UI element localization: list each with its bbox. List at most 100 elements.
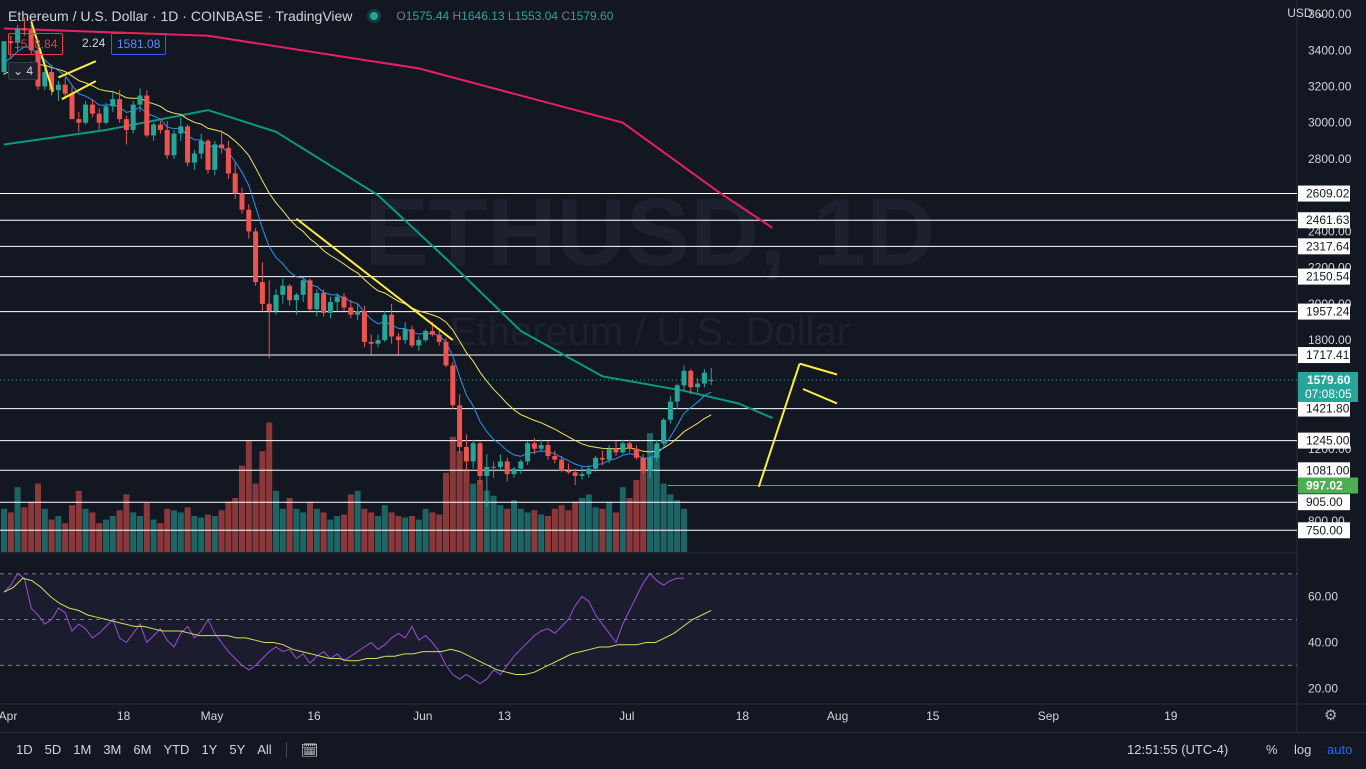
candle-body — [191, 153, 197, 163]
level-label-bg — [1298, 238, 1350, 255]
volume-bar — [218, 510, 225, 552]
level-label: 750.00 — [1306, 523, 1343, 537]
volume-bar — [157, 523, 164, 552]
volume-bar — [483, 490, 490, 552]
candle-body — [613, 448, 619, 453]
market-status-dot — [370, 12, 379, 20]
volume-bar — [341, 514, 347, 552]
volume-bar — [640, 458, 647, 552]
range-1m[interactable]: 1M — [73, 742, 92, 757]
volume-bar — [184, 507, 191, 552]
time-axis-label: Sep — [1038, 709, 1060, 723]
volume-bar — [89, 512, 96, 552]
descending-trendline — [295, 217, 454, 341]
candle-body — [144, 95, 150, 136]
candle-body — [253, 231, 259, 283]
level-label: 2150.54 — [1306, 270, 1350, 284]
candle-body — [484, 466, 490, 476]
range-selector: 1D 5D 1M 3M 6M YTD 1Y 5Y All 🗓 — [10, 742, 324, 759]
volume-bar — [497, 505, 504, 552]
level-label: 2609.02 — [1306, 187, 1350, 201]
volume-bar — [48, 519, 55, 552]
volume-bar — [443, 472, 449, 552]
log-scale-toggle[interactable]: log — [1294, 742, 1312, 757]
volume-bar — [436, 514, 443, 552]
volume-bar — [103, 519, 109, 552]
watermark-description: Ethereum / U.S. Dollar — [450, 310, 850, 354]
candle-body — [334, 296, 340, 303]
indicator-collapse-toggle[interactable]: ⌄ 4 — [8, 62, 39, 80]
auto-scale-toggle[interactable]: auto — [1327, 742, 1353, 757]
volume-bar — [177, 512, 184, 552]
candle-body — [314, 292, 320, 310]
close-value: 1579.60 — [570, 9, 614, 23]
candle-body — [293, 294, 299, 301]
symbol-title[interactable]: Ethereum / U.S. Dollar · 1D · COINBASE ·… — [8, 8, 353, 24]
candle-body — [416, 340, 422, 346]
candle-body — [708, 380, 714, 382]
candle-body — [423, 331, 429, 341]
range-all[interactable]: All — [257, 742, 272, 757]
volume-bar — [109, 516, 116, 552]
volume-bar — [327, 519, 334, 552]
rsi-ma-line — [3, 577, 712, 675]
bull-flag-upper-line — [799, 362, 838, 376]
rsi-tick-label: 40.00 — [1308, 635, 1338, 649]
volume-bar — [143, 503, 150, 552]
candle-body — [620, 443, 626, 453]
candle-body — [266, 303, 272, 312]
candle-body — [117, 99, 123, 120]
support-level-label: 997.02 — [1306, 479, 1343, 493]
candle-body — [477, 443, 483, 476]
range-5y[interactable]: 5Y — [229, 742, 246, 757]
level-label: 905.00 — [1306, 495, 1343, 509]
range-ytd[interactable]: YTD — [163, 742, 190, 757]
volume-bar — [334, 516, 341, 552]
volume-bar — [415, 519, 422, 552]
chart-canvas[interactable]: ETHUSD, 1D Ethereum / U.S. Dollar 3600.00 3… — [0, 0, 1366, 732]
volume-bar — [558, 505, 565, 552]
volume-bar — [14, 487, 21, 552]
buy-price-button[interactable]: 1581.08 — [111, 33, 167, 55]
candle-body — [348, 307, 354, 315]
calendar-goto-icon[interactable]: 🗓 — [300, 742, 319, 758]
volume-bar — [252, 483, 259, 552]
candle-body — [382, 314, 388, 341]
volume-bar — [409, 516, 415, 552]
volume-bar — [449, 436, 456, 552]
volume-bar — [572, 501, 579, 552]
sell-price-button[interactable]: 1578.84 — [8, 33, 64, 55]
settings-gear-icon[interactable]: ⚙ — [1324, 707, 1338, 724]
candle-body — [21, 28, 27, 31]
currency-selector[interactable]: USD ⌄ — [1287, 6, 1326, 20]
volume-bar — [225, 501, 232, 552]
range-1d[interactable]: 1D — [16, 742, 33, 757]
candle-body — [497, 461, 503, 467]
range-1y[interactable]: 1Y — [201, 742, 218, 757]
candle-body — [667, 401, 673, 420]
candle-body — [565, 470, 571, 473]
range-5d[interactable]: 5D — [44, 742, 62, 757]
candle-body — [389, 314, 395, 337]
candle-body — [89, 104, 95, 114]
candle-body — [55, 84, 61, 91]
volume-bar — [613, 512, 619, 552]
candle-body — [579, 474, 585, 476]
rsi-tick-label: 20.00 — [1308, 681, 1338, 695]
range-3m[interactable]: 3M — [103, 742, 122, 757]
volume-bar — [245, 440, 252, 552]
level-label-bg — [1298, 462, 1350, 479]
ema-20-line — [3, 61, 712, 453]
chart-background — [0, 0, 1366, 732]
candle-body — [232, 173, 238, 194]
percent-scale-toggle[interactable]: % — [1266, 742, 1278, 757]
volume-bar — [592, 507, 599, 552]
candle-body — [491, 466, 497, 468]
range-6m[interactable]: 6M — [133, 742, 152, 757]
candle-body — [640, 457, 646, 471]
time-axis-label: 18 — [736, 709, 750, 723]
clock[interactable]: 12:51:55 (UTC-4) — [1127, 742, 1229, 757]
candle-body — [586, 468, 592, 475]
candle-body — [178, 126, 184, 134]
candle-body — [103, 106, 109, 123]
